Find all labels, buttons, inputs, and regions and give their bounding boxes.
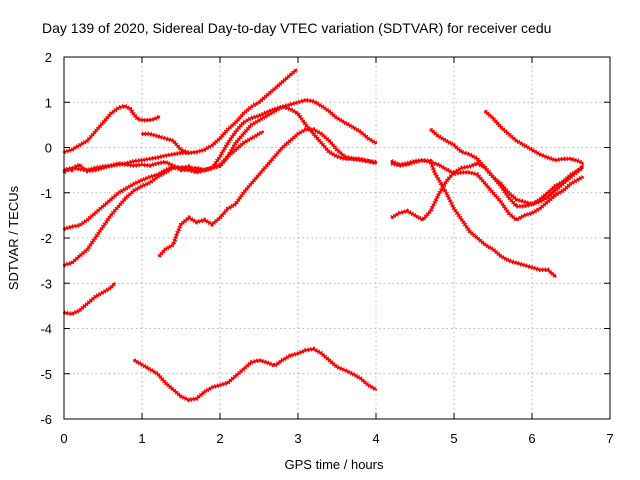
y-tick-label: -1 <box>40 186 52 201</box>
series-markers <box>390 157 557 279</box>
y-axis-label: SDTVAR / TECUs <box>6 185 21 290</box>
x-tick-label: 6 <box>528 431 535 446</box>
x-tick-label: 1 <box>138 431 145 446</box>
series-line <box>484 110 584 165</box>
series-trace-14 <box>390 157 557 279</box>
x-tick-label: 0 <box>60 431 67 446</box>
series-line <box>62 105 378 230</box>
series-trace-13 <box>483 109 584 166</box>
y-tick-label: 2 <box>45 50 52 65</box>
series-line <box>62 104 161 154</box>
y-tick-label: -3 <box>40 276 52 291</box>
series-line <box>133 347 378 402</box>
series-trace-1 <box>62 103 161 155</box>
series-trace-12 <box>429 127 585 207</box>
y-tick-label: -2 <box>40 231 52 246</box>
series-markers <box>63 281 117 317</box>
series-trace-8 <box>133 346 378 403</box>
x-tick-label: 4 <box>372 431 379 446</box>
series-trace-4 <box>62 104 378 232</box>
x-tick-label: 2 <box>216 431 223 446</box>
x-tick-label: 7 <box>606 431 613 446</box>
series-trace-9 <box>140 131 190 155</box>
series-markers <box>483 109 584 166</box>
series-markers <box>157 127 377 258</box>
data-traces <box>62 68 585 403</box>
x-tick-labels: 0 1 2 3 4 5 6 7 <box>60 431 613 446</box>
grid-lines <box>64 57 610 419</box>
y-tick-label: 0 <box>45 141 52 156</box>
series-markers <box>133 346 378 403</box>
y-tick-label: -4 <box>40 322 52 337</box>
y-tick-label: -6 <box>40 412 52 427</box>
chart-title: Day 139 of 2020, Sidereal Day-to-day VTE… <box>42 20 551 36</box>
y-tick-label: 1 <box>45 95 52 110</box>
series-trace-5 <box>62 97 378 268</box>
series-markers <box>63 103 161 155</box>
series-trace-7 <box>157 127 378 258</box>
x-tick-label: 3 <box>294 431 301 446</box>
series-line <box>140 132 190 154</box>
series-line <box>62 282 116 316</box>
x-tick-label: 5 <box>450 431 457 446</box>
x-axis-label: GPS time / hours <box>285 457 384 472</box>
y-tick-label: -5 <box>40 367 52 382</box>
series-line <box>62 98 378 267</box>
series-markers <box>142 131 190 155</box>
series-markers <box>429 127 585 207</box>
y-tick-labels: -6 -5 -4 -3 -2 -1 0 1 2 <box>40 50 52 427</box>
axis-ticks <box>63 56 611 420</box>
series-trace-6 <box>62 281 117 317</box>
